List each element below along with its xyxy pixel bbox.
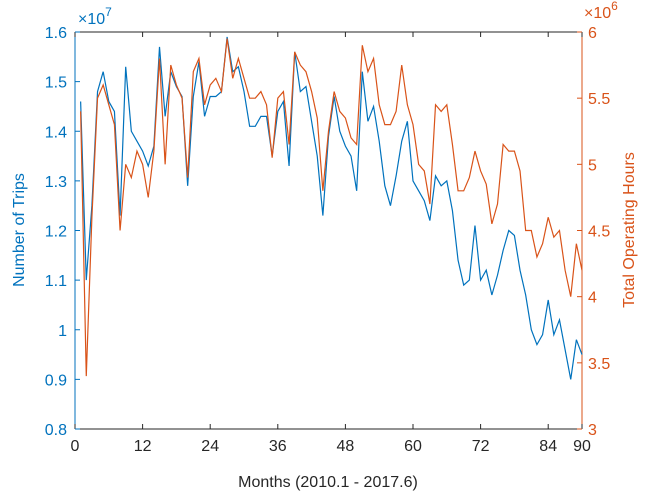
y-tick-label: 1.3 — [45, 174, 67, 191]
y-tick-label: 1 — [58, 323, 67, 340]
y-tick-label: 0.9 — [45, 372, 67, 389]
x-tick-label: 72 — [472, 438, 490, 455]
x-tick-label: 90 — [573, 438, 591, 455]
x-tick-label: 12 — [134, 438, 152, 455]
series-line — [80, 38, 583, 377]
y-tick-label: 0.8 — [45, 422, 67, 439]
y2-tick-label: 4 — [588, 290, 597, 307]
y2-tick-label: 3.5 — [588, 356, 610, 373]
y-tick-label: 1.5 — [45, 75, 67, 92]
x-tick-label: 84 — [539, 438, 557, 455]
y-scale-label: ×107 — [78, 5, 112, 28]
y2-scale-label: ×106 — [584, 0, 618, 22]
y-tick-label: 1.2 — [45, 224, 67, 241]
y2-tick-label: 4.5 — [588, 224, 610, 241]
x-tick-label: 60 — [404, 438, 422, 455]
y2-tick-label: 3 — [588, 422, 597, 439]
y2-scale-base: ×10 — [584, 5, 611, 22]
y-tick-label: 1.4 — [45, 124, 67, 141]
y-axis-label: Number of Trips — [11, 173, 28, 287]
y2-tick-label: 5 — [588, 157, 597, 174]
x-tick-label: 48 — [337, 438, 355, 455]
y2-axis-label: Total Operating Hours — [621, 152, 638, 308]
y-tick-label: 1.1 — [45, 273, 67, 290]
x-tick-label: 24 — [201, 438, 219, 455]
y2-tick-label: 6 — [588, 25, 597, 42]
x-tick-label: 0 — [71, 438, 80, 455]
y-scale-base: ×10 — [78, 11, 105, 28]
x-axis-label: Months (2010.1 - 2017.6) — [238, 474, 418, 491]
y2-scale-exponent: 6 — [611, 0, 618, 13]
x-tick-label: 36 — [269, 438, 287, 455]
series-line — [80, 36, 583, 380]
y-tick-label: 1.6 — [45, 25, 67, 42]
y2-tick-label: 5.5 — [588, 91, 610, 108]
y-scale-exponent: 7 — [105, 5, 112, 19]
